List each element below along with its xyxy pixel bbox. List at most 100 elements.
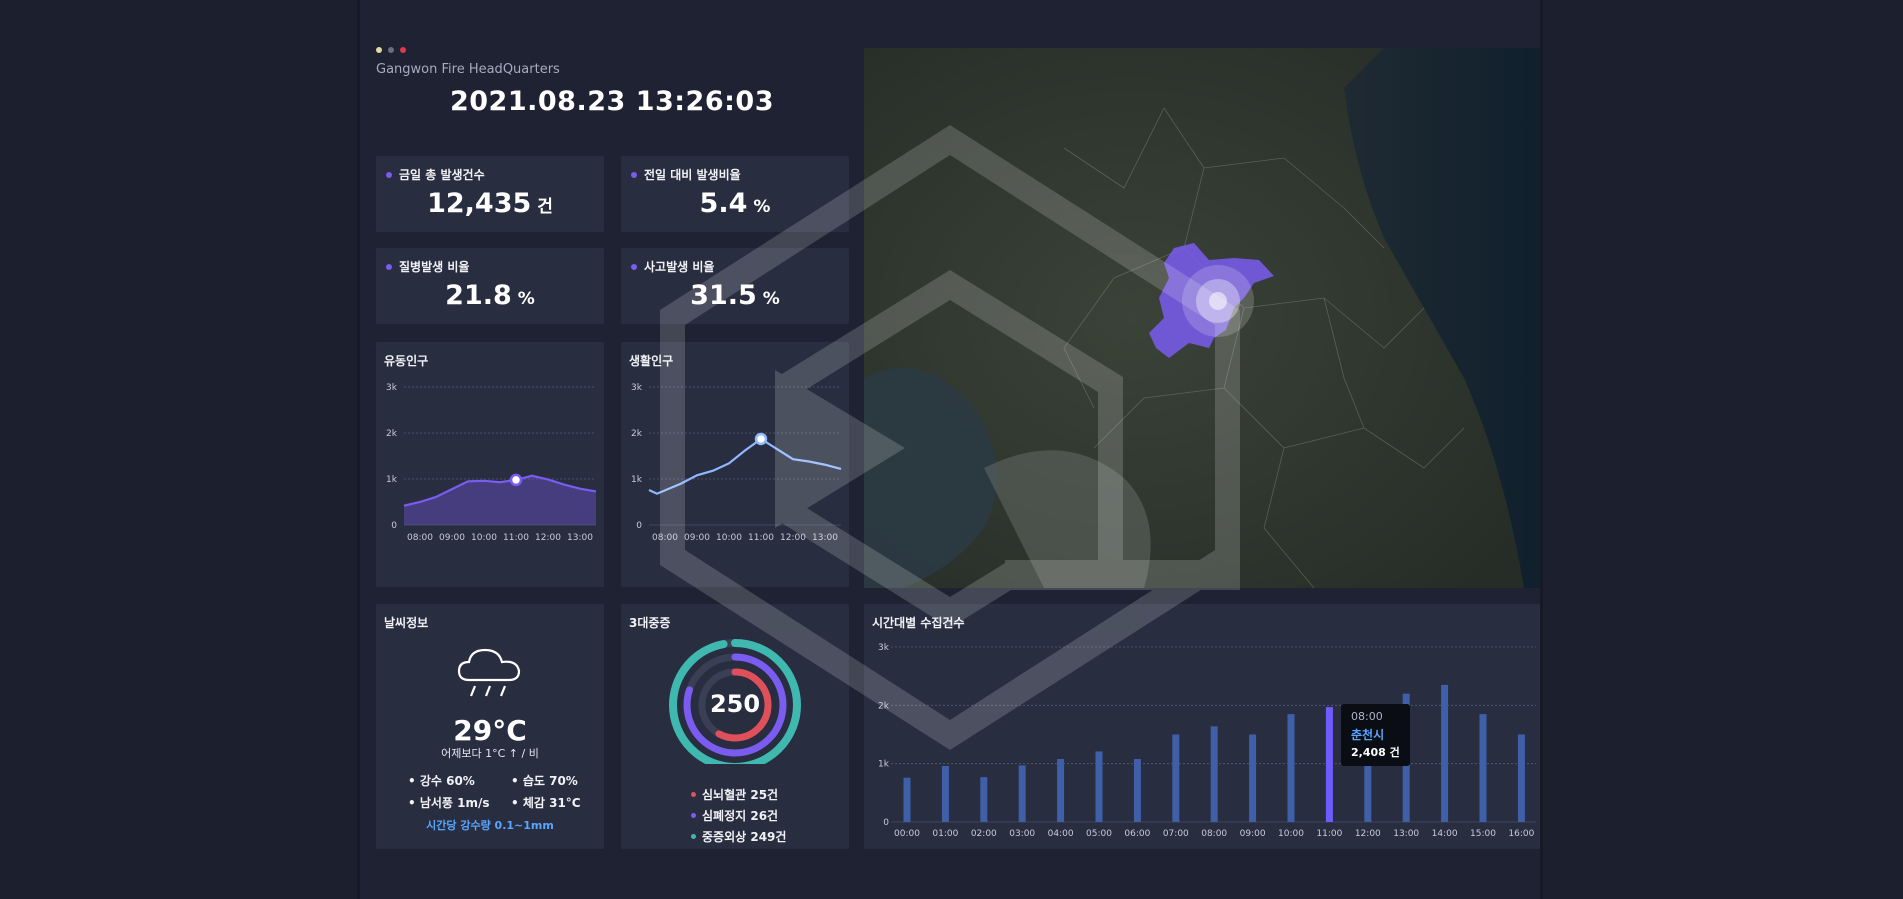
hourly-bar-chart: 0 1k 2k 3k 00:00 01:00 02:00 03:00 04:00 05:00 06:… xyxy=(878,643,1536,839)
urban-area xyxy=(984,450,1151,588)
bar xyxy=(1210,726,1218,822)
severe-total: 250 xyxy=(709,690,761,718)
x-tick-label: 09:00 xyxy=(1240,829,1266,839)
x-tick-label: 15:00 xyxy=(1470,829,1496,839)
y-tick-label: 0 xyxy=(636,521,642,531)
legend-label: 심뇌혈관 25건 xyxy=(702,788,779,802)
donut-ring xyxy=(683,653,787,757)
x-tick-label: 01:00 xyxy=(932,829,958,839)
x-tick-label: 13:00 xyxy=(1393,829,1419,839)
tooltip-time: 08:00 xyxy=(1351,710,1383,723)
stat-value: 12,435 xyxy=(427,188,532,219)
x-tick-label: 08:00 xyxy=(1201,829,1227,839)
living-population-card: 생활인구 0 1k 2k 3k 08:00 09:00 10:00 11:00 12:00 13:… xyxy=(621,342,849,587)
y-tick-label: 1k xyxy=(878,760,890,770)
y-tick-label: 2k xyxy=(878,701,890,711)
stat-value: 21.8 xyxy=(445,280,512,311)
x-tick-label: 06:00 xyxy=(1124,829,1150,839)
x-tick-label: 11:00 xyxy=(503,533,529,543)
bullet-icon xyxy=(631,263,637,270)
window-dots xyxy=(376,47,406,53)
x-tick-label: 13:00 xyxy=(567,533,593,543)
legend-item: 심폐정지 26건 xyxy=(691,807,778,824)
bullet-icon xyxy=(631,171,637,178)
window-dot-red xyxy=(400,47,406,53)
weather-feels-like: • 체감 31°C xyxy=(511,796,581,810)
stat-card-accident: 사고발생 비율 31.5% xyxy=(621,248,849,324)
bar xyxy=(1441,684,1449,822)
bar xyxy=(1517,734,1525,822)
x-tick-label: 11:00 xyxy=(1316,829,1342,839)
card-title: 시간대별 수집건수 xyxy=(872,616,965,630)
x-tick-label: 04:00 xyxy=(1048,829,1074,839)
tooltip-city: 춘천시 xyxy=(1351,728,1385,742)
legend-dot-icon xyxy=(691,813,696,818)
legend-dot-icon xyxy=(691,792,696,797)
gangwon-map[interactable] xyxy=(864,48,1540,588)
bar xyxy=(1133,759,1141,822)
frame-left-edge xyxy=(357,0,360,899)
card-title: 생활인구 xyxy=(629,354,674,368)
bar xyxy=(980,777,988,822)
severe-cases-card: 3대중증 250 심뇌혈관 25건 심폐정지 26건 중증외상 249건 xyxy=(621,604,849,849)
bar xyxy=(1364,756,1372,822)
window-dot-gray xyxy=(388,47,394,53)
card-title: 날씨정보 xyxy=(384,616,429,630)
weather-card: 날씨정보 29°C 어제보다 1°C ↑ / 비 • 강수 60% • 습도 7… xyxy=(376,604,604,849)
stat-title: 질병발생 비율 xyxy=(399,260,470,274)
west-sea xyxy=(864,368,997,588)
temperature-compare: 어제보다 1°C ↑ / 비 xyxy=(441,747,539,760)
window-dot-yellow xyxy=(376,47,382,53)
bar xyxy=(903,777,911,822)
x-tick-label: 10:00 xyxy=(471,533,497,543)
weather-humidity: • 습도 70% xyxy=(511,774,578,788)
legend-dot-icon xyxy=(691,834,696,839)
stat-value: 5.4 xyxy=(699,188,748,219)
bullet-icon xyxy=(386,171,392,178)
stat-unit: % xyxy=(762,289,780,309)
y-tick-label: 3k xyxy=(878,643,890,653)
highlight-point xyxy=(509,473,523,487)
floating-population-chart: 0 1k 2k 3k 08:00 09:00 10:00 11:00 12:00 13:00 xyxy=(386,383,597,543)
bar xyxy=(1018,765,1026,822)
legend-label: 심폐정지 26건 xyxy=(702,809,779,823)
bar xyxy=(941,766,949,822)
location-marker-icon[interactable] xyxy=(1209,292,1227,310)
bar xyxy=(1287,714,1295,822)
stat-unit: % xyxy=(517,289,535,309)
x-tick-label: 16:00 xyxy=(1508,829,1534,839)
living-population-chart: 0 1k 2k 3k 08:00 09:00 10:00 11:00 12:00 13:00 xyxy=(631,383,842,543)
east-sea xyxy=(1344,48,1540,588)
y-tick-label: 2k xyxy=(631,429,643,439)
stat-title: 금일 총 발생건수 xyxy=(399,168,485,182)
stat-card-total: 금일 총 발생건수 12,435 건 xyxy=(376,156,604,232)
bar xyxy=(1095,751,1103,822)
x-tick-label: 09:00 xyxy=(439,533,465,543)
y-tick-label: 0 xyxy=(391,521,397,531)
bullet-icon xyxy=(386,263,392,270)
y-tick-label: 3k xyxy=(631,383,643,393)
y-tick-label: 1k xyxy=(631,475,643,485)
legend-item: 중증외상 249건 xyxy=(691,828,786,845)
x-tick-label: 08:00 xyxy=(407,533,433,543)
legend-item: 심뇌혈관 25건 xyxy=(691,786,778,803)
area-fill xyxy=(404,475,596,525)
weather-wind: • 남서풍 1m/s xyxy=(408,796,490,810)
y-tick-label: 0 xyxy=(883,818,889,828)
x-tick-label: 05:00 xyxy=(1086,829,1112,839)
stat-unit: 건 xyxy=(537,197,553,217)
x-tick-label: 09:00 xyxy=(684,533,710,543)
x-tick-label: 00:00 xyxy=(894,829,920,839)
x-tick-label: 11:00 xyxy=(748,533,774,543)
bar xyxy=(1172,734,1180,822)
card-title: 3대중증 xyxy=(629,616,671,630)
x-tick-label: 13:00 xyxy=(812,533,838,543)
bar xyxy=(1249,734,1257,822)
org-name: Gangwon Fire HeadQuarters xyxy=(376,62,560,77)
y-tick-label: 3k xyxy=(386,383,398,393)
y-tick-label: 2k xyxy=(386,429,398,439)
frame-right-edge xyxy=(1540,0,1543,899)
y-tick-label: 1k xyxy=(386,475,398,485)
bar-tooltip: 08:00 춘천시 2,408 건 xyxy=(1341,704,1410,766)
x-tick-label: 14:00 xyxy=(1432,829,1458,839)
